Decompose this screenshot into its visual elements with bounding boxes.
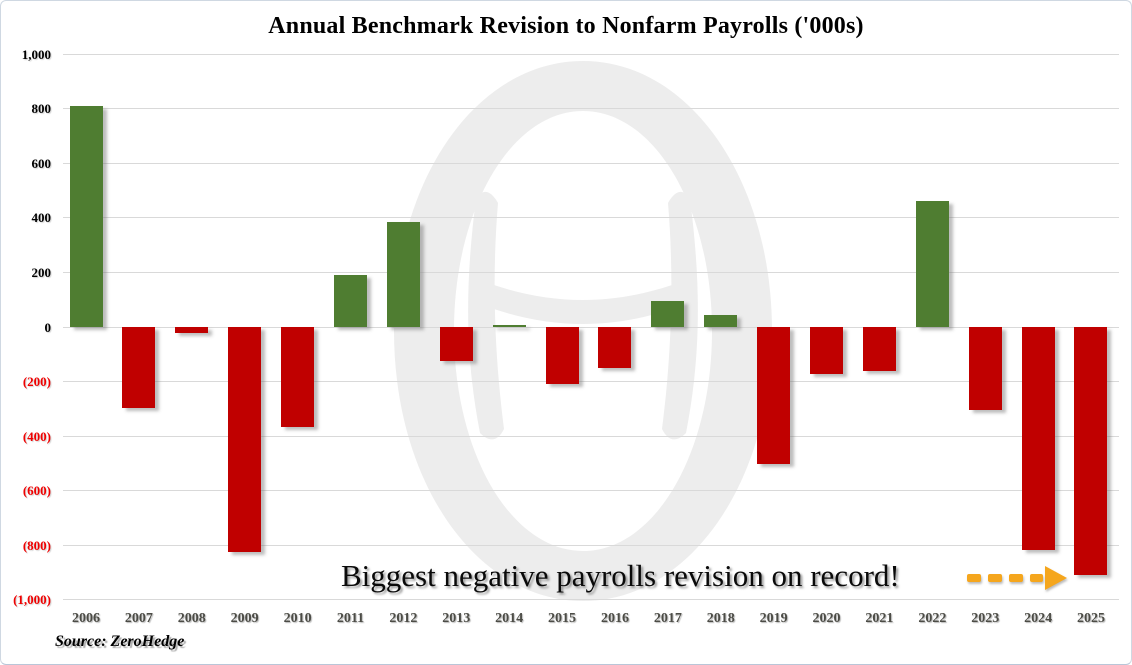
gridline-0 — [63, 326, 1119, 328]
x-axis-label-2025: 2025 — [1076, 611, 1105, 626]
y-axis-label--800: (800) — [22, 537, 51, 553]
bar-2015 — [545, 327, 579, 384]
x-axis-label-2024: 2024 — [1024, 611, 1053, 626]
x-axis-label-2014: 2014 — [495, 611, 524, 626]
gridline-600 — [63, 162, 1119, 164]
y-axis-label-600: 600 — [31, 155, 52, 171]
x-axis-label-2017: 2017 — [653, 611, 682, 626]
y-axis-label-800: 800 — [31, 101, 52, 117]
x-axis-label-2021: 2021 — [865, 611, 894, 626]
y-axis-label--400: (400) — [22, 428, 51, 444]
bar-2006 — [69, 106, 103, 327]
bar-2020 — [810, 327, 844, 375]
gridline--600 — [63, 490, 1119, 492]
x-axis-label-2023: 2023 — [971, 611, 1000, 626]
bar-2025 — [1074, 327, 1108, 576]
x-axis-label-2019: 2019 — [759, 611, 788, 626]
bar-2016 — [598, 327, 632, 368]
gridline-400 — [63, 217, 1119, 219]
x-axis-label-2010: 2010 — [283, 611, 312, 626]
x-axis-label-2018: 2018 — [706, 611, 735, 626]
y-axis-label-400: 400 — [31, 210, 52, 226]
x-axis-label-2007: 2007 — [124, 611, 153, 626]
x-axis-label-2020: 2020 — [812, 611, 841, 626]
arrow-right-icon — [967, 565, 1067, 591]
bar-2024 — [1021, 327, 1055, 551]
bar-2023 — [968, 327, 1002, 411]
x-axis-label-2011: 2011 — [336, 611, 365, 626]
y-axis-label-1000: 1,000 — [21, 46, 51, 62]
gridline-1000 — [63, 53, 1119, 55]
bar-2017 — [651, 301, 685, 327]
y-axis-label--1000: (1,000) — [13, 592, 51, 608]
y-axis-label--200: (200) — [22, 374, 51, 390]
chart-title: Annual Benchmark Revision to Nonfarm Pay… — [268, 13, 864, 39]
gridline--200 — [63, 381, 1119, 383]
bar-2019 — [757, 327, 791, 464]
y-axis-label--600: (600) — [22, 483, 51, 499]
bar-2012 — [386, 221, 420, 327]
gridline--800 — [63, 544, 1119, 546]
bar-2014 — [492, 325, 526, 328]
source-credit: Source: ZeroHedge — [55, 633, 185, 650]
x-axis-label-2008: 2008 — [177, 611, 206, 626]
x-axis-label-2009: 2009 — [230, 611, 259, 626]
bar-2010 — [281, 327, 315, 427]
x-axis-label-2013: 2013 — [442, 611, 471, 626]
y-axis-label-200: 200 — [31, 264, 52, 280]
x-axis-label-2012: 2012 — [389, 611, 418, 626]
bar-2011 — [333, 274, 367, 327]
bar-2013 — [439, 327, 473, 361]
x-axis-label-2016: 2016 — [600, 611, 629, 626]
gridline-800 — [63, 108, 1119, 110]
gridline-200 — [63, 271, 1119, 273]
bar-2007 — [122, 327, 156, 408]
gridline--400 — [63, 435, 1119, 437]
bar-2009 — [228, 327, 262, 552]
bar-2018 — [704, 315, 738, 327]
y-axis-label-0: 0 — [44, 319, 52, 335]
annotation-text: Biggest negative payrolls revision on re… — [341, 558, 900, 593]
x-axis-label-2015: 2015 — [548, 611, 577, 626]
bar-2021 — [862, 327, 896, 371]
bar-2008 — [175, 327, 209, 333]
x-axis-label-2022: 2022 — [918, 611, 947, 626]
gridline--1000 — [63, 599, 1119, 601]
x-axis-label-2006: 2006 — [72, 611, 100, 626]
bar-2022 — [915, 200, 949, 327]
